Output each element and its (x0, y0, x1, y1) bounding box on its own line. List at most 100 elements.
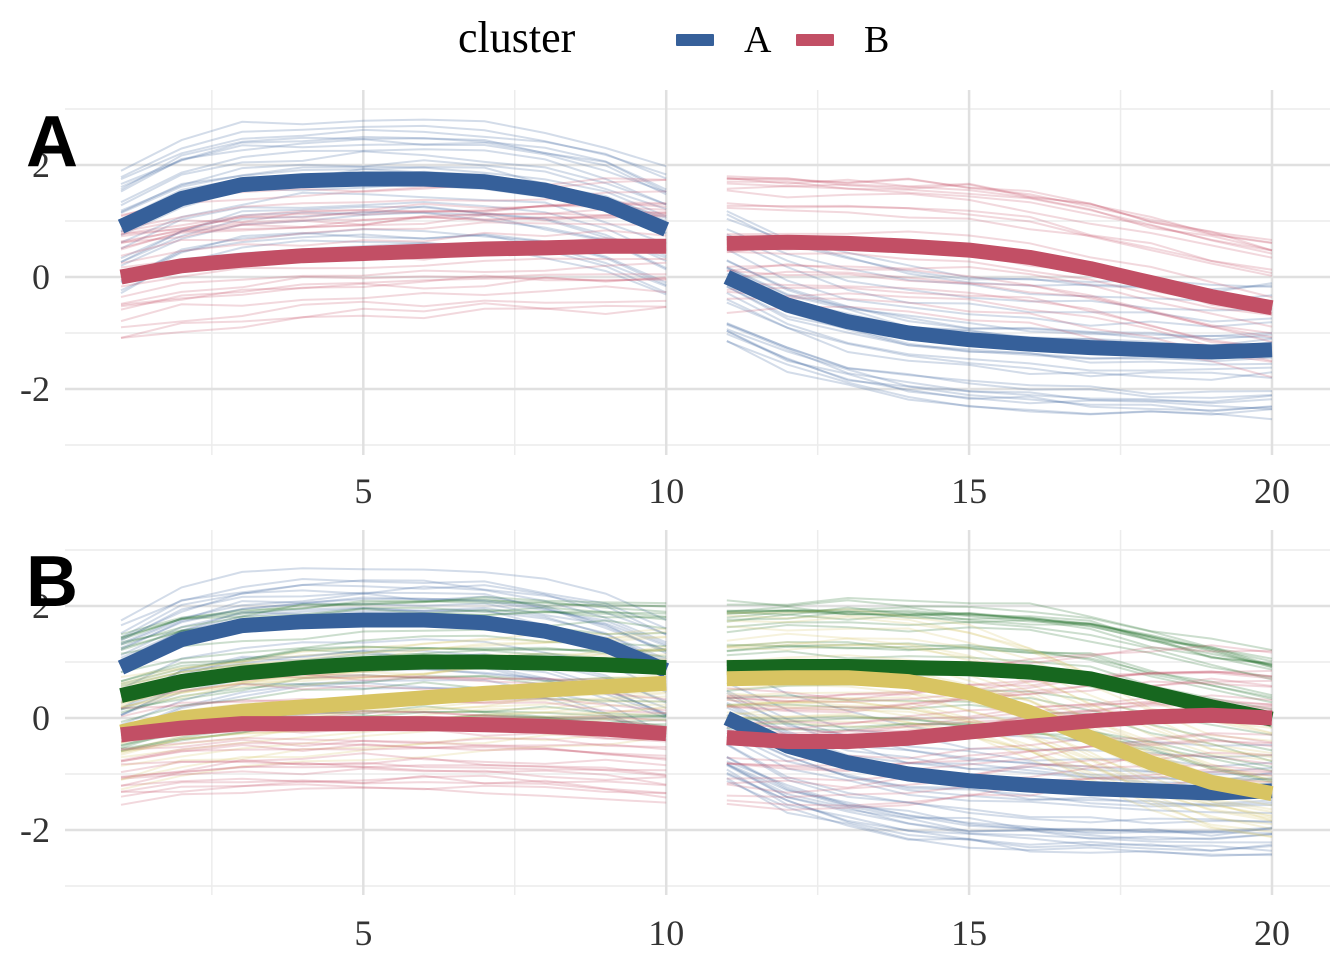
trajectory-line (120, 765, 667, 787)
panel-tag: B (26, 542, 78, 622)
trajectory-line (726, 183, 1273, 252)
trajectory-line (726, 292, 1273, 372)
trajectory-line (726, 760, 1273, 835)
trajectory-line (120, 583, 667, 639)
trajectory-line (120, 577, 667, 630)
trajectory-line (726, 751, 1273, 782)
trajectory-line (726, 250, 1273, 316)
trajectory-line (726, 632, 1273, 755)
trajectory-line (726, 738, 1273, 771)
trajectory-line (726, 670, 1273, 701)
trajectory-line (120, 148, 667, 206)
trajectory-line (120, 738, 667, 751)
trajectory-line (120, 208, 667, 245)
trajectory-line (726, 230, 1273, 299)
trajectory-line (726, 177, 1273, 252)
trajectory-line (120, 276, 667, 308)
trajectory-line (726, 755, 1273, 837)
trajectory-line (120, 606, 667, 666)
trajectory-line (120, 774, 667, 787)
trajectory-line (726, 762, 1273, 834)
trajectory-line (726, 729, 1273, 808)
trajectory-line (726, 642, 1273, 697)
trajectory-line (726, 731, 1273, 808)
trajectory-line (726, 263, 1273, 335)
trajectory-line (726, 605, 1273, 667)
series-line-4 (120, 716, 667, 743)
trajectory-line (726, 248, 1273, 328)
panel-tag: A (26, 102, 78, 182)
y-tick-label: 0 (32, 698, 50, 738)
trajectory-line (726, 773, 1273, 852)
series-line-4 (726, 707, 1273, 749)
trajectory-line (726, 180, 1273, 255)
trajectory-line (726, 329, 1273, 412)
y-tick-label: 0 (32, 257, 50, 297)
trajectory-line (120, 205, 667, 260)
trajectory-line (120, 602, 667, 655)
trajectory-line (726, 721, 1273, 838)
trajectory-line (726, 609, 1273, 669)
series-line-2 (119, 238, 667, 285)
series-line-2 (119, 654, 667, 703)
trajectory-line (726, 763, 1273, 841)
trajectory-line (726, 264, 1273, 328)
series-line-1 (723, 270, 1273, 360)
trajectory-line (726, 650, 1273, 711)
trajectory-line (120, 732, 667, 781)
trajectory-line (120, 774, 667, 794)
trajectory-line (726, 175, 1273, 245)
trajectory-line (120, 673, 667, 711)
legend-item-a: A (676, 18, 771, 62)
trajectory-line (120, 592, 667, 652)
trajectory-line (726, 286, 1273, 349)
trajectory-line (120, 678, 667, 736)
trajectory-line (120, 285, 667, 323)
trajectory-line (726, 332, 1273, 413)
trajectory-line (726, 671, 1273, 704)
trajectory-line (726, 756, 1273, 833)
trajectory-line (120, 136, 667, 193)
y-tick-label: 2 (32, 145, 50, 185)
trajectory-line (120, 567, 667, 622)
trajectory-line (726, 712, 1273, 833)
trajectory-line (120, 210, 667, 269)
trajectory-line (726, 233, 1273, 312)
series-line-3 (726, 670, 1274, 801)
trajectory-line (120, 599, 667, 639)
trajectory-line (726, 613, 1273, 671)
trajectory-line (726, 270, 1273, 339)
trajectory-line (120, 212, 667, 249)
trajectory-line (726, 204, 1273, 277)
trajectory-line (120, 681, 667, 741)
trajectory-line (726, 609, 1273, 668)
trajectory-line (726, 764, 1272, 844)
x-tick-label: 20 (1254, 471, 1290, 511)
trajectory-line (120, 736, 667, 751)
trajectory-line (726, 206, 1273, 275)
trajectory-line (726, 596, 1273, 652)
trajectory-line (120, 191, 667, 245)
series-line-3 (119, 675, 667, 740)
trajectory-line (120, 761, 667, 778)
trajectory-line (726, 623, 1273, 679)
trajectory-line (120, 597, 667, 639)
legend-key-b (796, 34, 834, 46)
trajectory-line (726, 643, 1273, 700)
trajectory-line (120, 257, 667, 288)
trajectory-line (120, 214, 667, 244)
trajectory-line (726, 322, 1273, 399)
trajectory-line (120, 752, 667, 767)
trajectory-line (120, 645, 667, 683)
trajectory-line (120, 646, 667, 685)
x-tick-label: 10 (648, 913, 684, 953)
trajectory-line (120, 579, 667, 636)
trajectory-line (120, 203, 667, 233)
trajectory-line (120, 767, 667, 781)
series-line-1 (723, 711, 1273, 801)
trajectory-line (726, 736, 1273, 814)
y-tick-label: -2 (20, 369, 50, 409)
trajectory-line (120, 273, 667, 305)
trajectory-line (120, 118, 667, 172)
